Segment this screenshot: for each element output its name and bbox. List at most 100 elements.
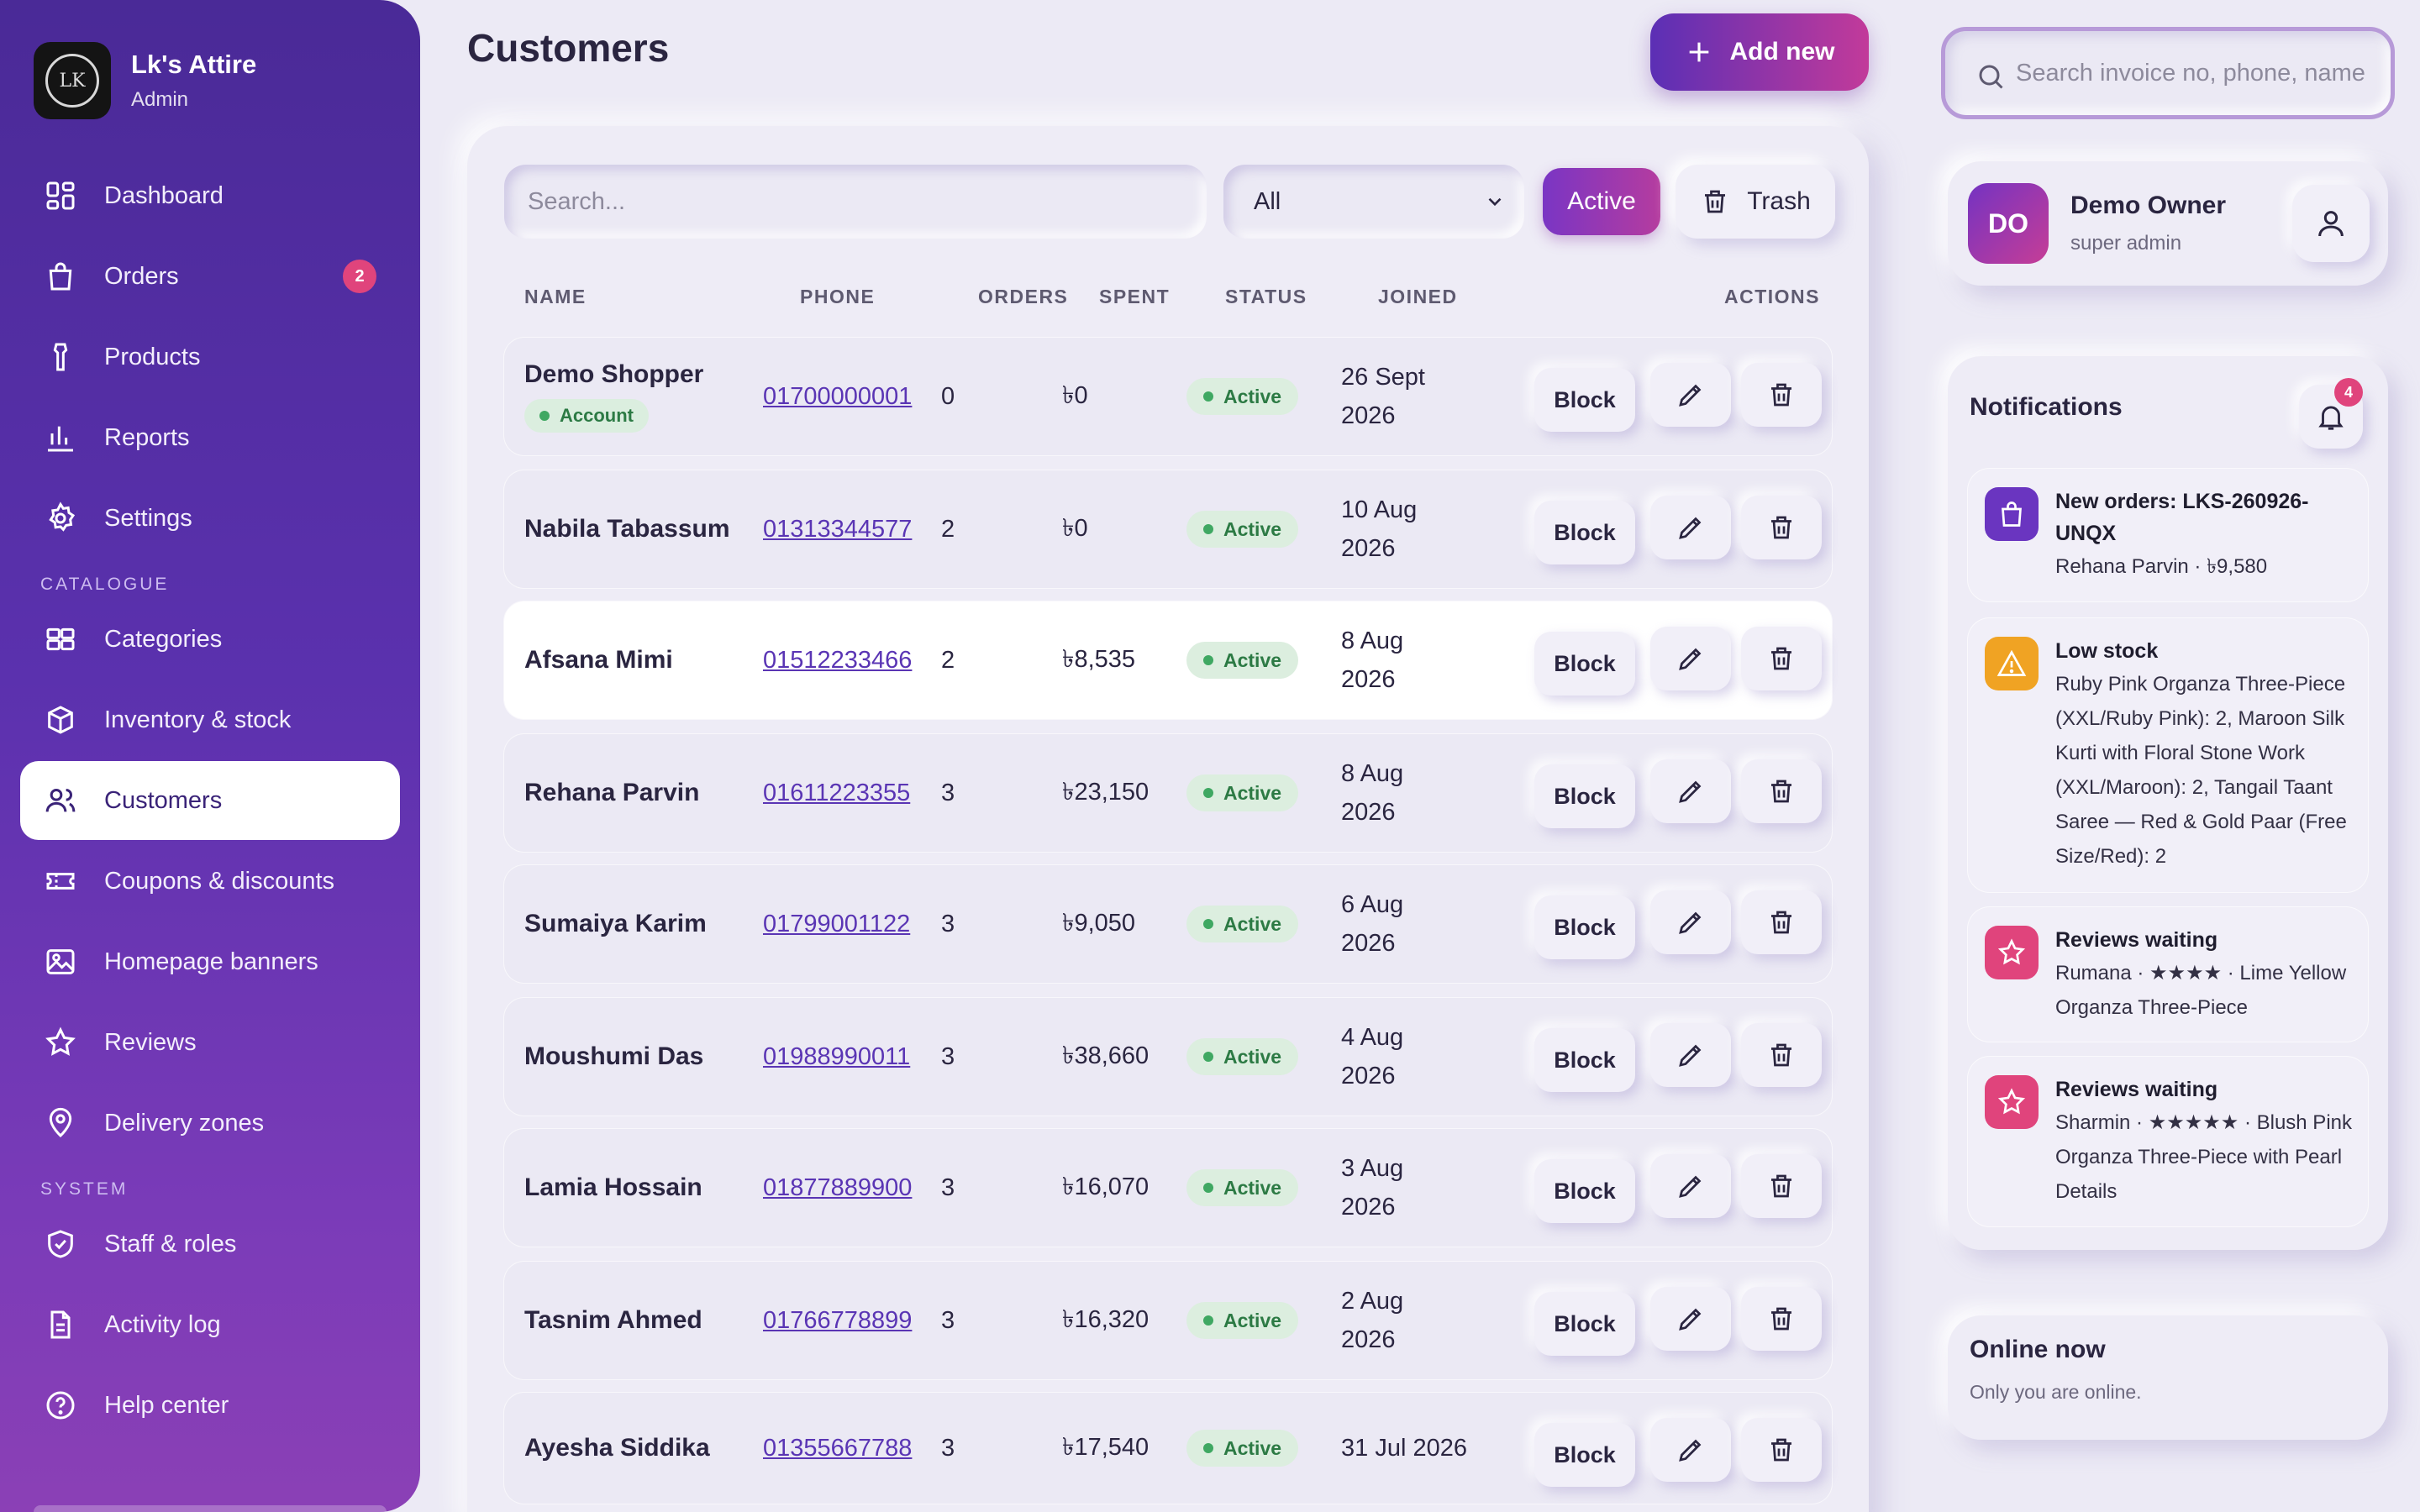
edit-button[interactable] bbox=[1650, 496, 1731, 559]
edit-button[interactable] bbox=[1650, 1023, 1731, 1087]
table-row[interactable]: Tasnim Ahmed 01766778899 3 ৳16,320 Active 2 A… bbox=[504, 1262, 1832, 1379]
block-button[interactable]: Block bbox=[1534, 1423, 1635, 1487]
notification-item[interactable]: Low stock Ruby Pink Organza Three-Piece … bbox=[1968, 618, 2368, 892]
table-row[interactable]: Ayesha Siddika 01355667788 3 ৳17,540 Active 3… bbox=[504, 1393, 1832, 1504]
edit-icon bbox=[1679, 780, 1702, 803]
delete-button[interactable] bbox=[1741, 496, 1822, 559]
user-role: super admin bbox=[2070, 232, 2182, 255]
joined-cell: 26 Sept 2026 bbox=[1341, 338, 1484, 455]
sidebar-item-dashboard[interactable]: Dashboard bbox=[20, 156, 400, 235]
profile-button[interactable] bbox=[2292, 185, 2370, 262]
block-button[interactable]: Block bbox=[1534, 1292, 1635, 1356]
block-button[interactable]: Block bbox=[1534, 368, 1635, 432]
table-row[interactable]: Rehana Parvin 01611223355 3 ৳23,150 Active 8 … bbox=[504, 734, 1832, 852]
phone-link[interactable]: 01355667788 bbox=[763, 1434, 913, 1462]
edit-icon bbox=[1679, 1439, 1702, 1462]
column-header-name[interactable]: NAME bbox=[524, 286, 587, 307]
notification-item[interactable]: Reviews waiting Sharmin · ★★★★★ · Blush … bbox=[1968, 1057, 2368, 1226]
delete-button[interactable] bbox=[1741, 627, 1822, 690]
status-filter-select[interactable]: All bbox=[1223, 165, 1524, 239]
column-header-orders[interactable]: ORDERS bbox=[978, 286, 1069, 307]
table-row[interactable]: Afsana Mimi 01512233466 2 ৳8,535 Active 8 Aug… bbox=[504, 601, 1832, 719]
phone-link[interactable]: 01877889900 bbox=[763, 1173, 913, 1201]
block-button[interactable]: Block bbox=[1534, 895, 1635, 959]
column-header-joined[interactable]: JOINED bbox=[1378, 286, 1458, 307]
sidebar-item-inventory[interactable]: Inventory & stock bbox=[20, 680, 400, 759]
phone-link[interactable]: 01611223355 bbox=[763, 779, 911, 806]
sidebar-item-activity-log[interactable]: Activity log bbox=[20, 1285, 400, 1364]
edit-button[interactable] bbox=[1650, 1154, 1731, 1218]
table-row[interactable]: Sumaiya Karim 01799001122 3 ৳9,050 Active 6 A… bbox=[504, 865, 1832, 983]
column-header-spent[interactable]: SPENT bbox=[1099, 286, 1171, 307]
phone-link[interactable]: 01313344577 bbox=[763, 515, 913, 543]
edit-button[interactable] bbox=[1650, 363, 1731, 427]
delete-button[interactable] bbox=[1741, 759, 1822, 823]
sidebar-item-banners[interactable]: Homepage banners bbox=[20, 922, 400, 1001]
notification-item[interactable]: Reviews waiting Rumana · ★★★★ · Lime Yel… bbox=[1968, 907, 2368, 1042]
table-row[interactable]: Moushumi Das 01988990011 3 ৳38,660 Active 4 A… bbox=[504, 998, 1832, 1116]
column-header-status[interactable]: STATUS bbox=[1225, 286, 1307, 307]
block-button[interactable]: Block bbox=[1534, 501, 1635, 564]
trash-icon bbox=[1771, 1307, 1791, 1331]
trash-filter-button[interactable]: Trash bbox=[1676, 165, 1835, 239]
sidebar-item-delivery-zones[interactable]: Delivery zones bbox=[20, 1084, 400, 1163]
notification-item[interactable]: New orders: LKS-260926-UNQX Rehana Parvi… bbox=[1968, 469, 2368, 601]
edit-button[interactable] bbox=[1650, 890, 1731, 954]
sidebar-item-reports[interactable]: Reports bbox=[20, 398, 400, 477]
phone-link[interactable]: 01799001122 bbox=[763, 910, 911, 937]
column-header-phone[interactable]: PHONE bbox=[800, 286, 876, 307]
orders-count: 3 bbox=[941, 910, 955, 937]
delete-button[interactable] bbox=[1741, 363, 1822, 427]
delete-button[interactable] bbox=[1741, 890, 1822, 954]
phone-link[interactable]: 01988990011 bbox=[763, 1042, 911, 1070]
delete-button[interactable] bbox=[1741, 1287, 1822, 1351]
global-search-input[interactable] bbox=[2016, 59, 2391, 87]
notification-icon-bg bbox=[1985, 926, 2039, 979]
customer-search-box[interactable] bbox=[504, 165, 1207, 239]
customers-card: All Active Trash NAME PHONE ORDERS SPENT… bbox=[467, 126, 1869, 1512]
name-cell: Afsana Mimi bbox=[524, 601, 673, 719]
sidebar-item-label: Homepage banners bbox=[104, 948, 318, 975]
star-icon bbox=[1997, 1088, 2026, 1115]
sidebar-item-categories[interactable]: Categories bbox=[20, 600, 400, 679]
table-row[interactable]: Lamia Hossain 01877889900 3 ৳16,070 Active 3 … bbox=[504, 1129, 1832, 1247]
sidebar-item-products[interactable]: Products bbox=[20, 318, 400, 396]
joined-date: 10 Aug bbox=[1341, 496, 1418, 523]
table-row[interactable]: Nabila Tabassum 01313344577 2 ৳0 Active 10 Au… bbox=[504, 470, 1832, 588]
status-badge: Active bbox=[1186, 378, 1299, 415]
sidebar-item-settings[interactable]: Settings bbox=[20, 479, 400, 558]
global-search-box[interactable] bbox=[1941, 27, 2395, 119]
brand[interactable]: LK Lk's Attire Admin bbox=[34, 42, 256, 119]
block-button[interactable]: Block bbox=[1534, 632, 1635, 696]
spent-amount: ৳16,070 bbox=[1062, 1173, 1150, 1200]
status-cell: Active bbox=[1186, 865, 1299, 983]
delete-button[interactable] bbox=[1741, 1154, 1822, 1218]
notifications-bell-button[interactable]: 4 bbox=[2299, 378, 2363, 449]
sidebar-item-coupons[interactable]: Coupons & discounts bbox=[20, 842, 400, 921]
customer-search-input[interactable] bbox=[528, 187, 1207, 216]
edit-button[interactable] bbox=[1650, 627, 1731, 690]
edit-button[interactable] bbox=[1650, 1287, 1731, 1351]
phone-link[interactable]: 01512233466 bbox=[763, 646, 913, 674]
status-badge: Active bbox=[1186, 1302, 1299, 1339]
sidebar-item-help-center[interactable]: Help center bbox=[20, 1366, 400, 1445]
block-button[interactable]: Block bbox=[1534, 764, 1635, 828]
sidebar-item-label: Customers bbox=[104, 786, 223, 814]
sidebar-item-reviews[interactable]: Reviews bbox=[20, 1003, 400, 1082]
sidebar-item-orders[interactable]: Orders 2 bbox=[20, 237, 400, 316]
shirt-icon bbox=[53, 343, 68, 371]
active-filter-button[interactable]: Active bbox=[1543, 168, 1660, 235]
table-row[interactable]: Demo Shopper Account 01700000001 0 ৳0 Active 2… bbox=[504, 338, 1832, 455]
delete-button[interactable] bbox=[1741, 1418, 1822, 1482]
edit-button[interactable] bbox=[1650, 759, 1731, 823]
sidebar-item-customers[interactable]: Customers bbox=[20, 761, 400, 840]
add-new-button[interactable]: Add new bbox=[1650, 13, 1869, 91]
block-button[interactable]: Block bbox=[1534, 1028, 1635, 1092]
phone-link[interactable]: 01700000001 bbox=[763, 382, 913, 410]
block-button[interactable]: Block bbox=[1534, 1159, 1635, 1223]
edit-button[interactable] bbox=[1650, 1418, 1731, 1482]
sidebar-item-label: Reviews bbox=[104, 1028, 197, 1056]
sidebar-item-staff[interactable]: Staff & roles bbox=[20, 1205, 400, 1284]
delete-button[interactable] bbox=[1741, 1023, 1822, 1087]
phone-link[interactable]: 01766778899 bbox=[763, 1306, 913, 1334]
